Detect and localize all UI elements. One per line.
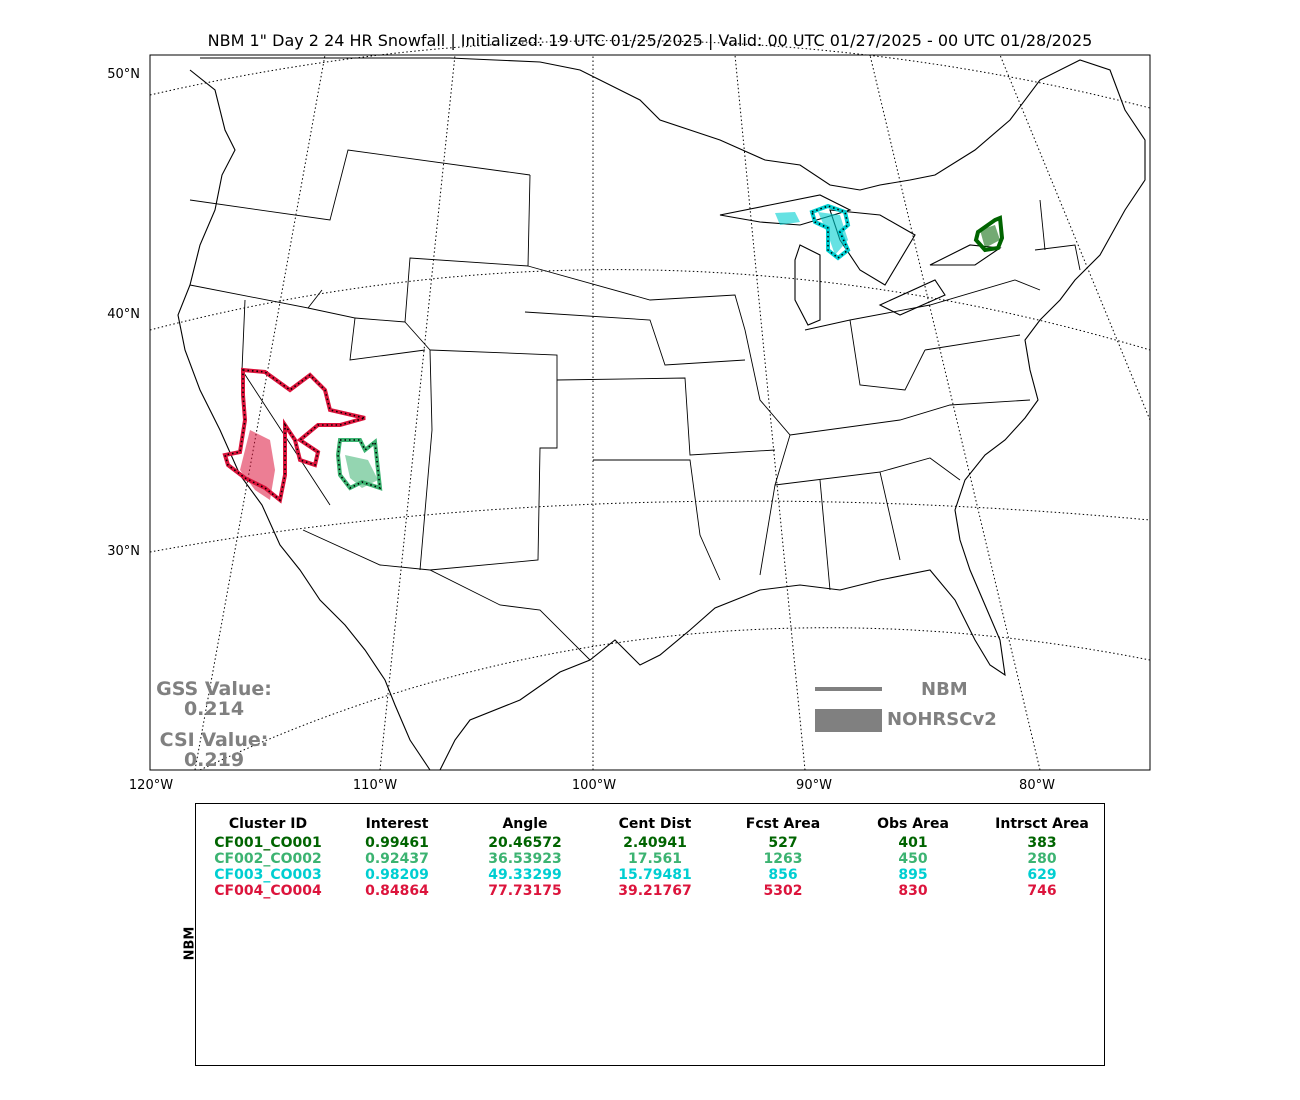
- cell-intrsct-area: 629: [1027, 867, 1057, 883]
- cell-intrsct-area: 746: [1027, 883, 1057, 899]
- cell-cluster-id: CF002_CO002: [214, 851, 322, 867]
- legend-observed-label: NOHRSCv2: [887, 709, 997, 730]
- header-obs-area: Obs Area: [877, 816, 949, 832]
- gss-label: GSS Value:: [156, 678, 272, 700]
- lon-label-100w: 100°W: [571, 778, 617, 793]
- cluster-cf001-observed: [980, 225, 1000, 248]
- legend-forecast-label: NBM: [921, 679, 968, 700]
- header-cent-dist: Cent Dist: [618, 816, 692, 832]
- cell-cent-dist: 15.79481: [618, 867, 692, 883]
- great-lakes: [719, 194, 1002, 326]
- cell-obs-area: 401: [898, 835, 928, 851]
- cell-cent-dist: 17.561: [627, 851, 683, 867]
- cell-angle: 77.73175: [488, 883, 562, 899]
- legend-observed-swatch: [815, 709, 882, 732]
- lon-label-80w: 80°W: [1019, 778, 1055, 793]
- map-frame: [149, 54, 1151, 771]
- header-fcst-area: Fcst Area: [745, 816, 821, 832]
- cell-obs-area: 830: [898, 883, 928, 899]
- state-borders: [189, 149, 1081, 661]
- basemap: [149, 40, 1151, 771]
- cell-cluster-id: CF004_CO004: [214, 883, 322, 899]
- cell-obs-area: 450: [898, 851, 928, 867]
- cell-cent-dist: 39.21767: [618, 883, 692, 899]
- lon-label-90w: 90°W: [796, 778, 832, 793]
- cell-fcst-area: 527: [768, 835, 798, 851]
- graticule: [149, 40, 1151, 771]
- cell-interest: 0.84864: [365, 883, 429, 899]
- lat-label-30n: 30°N: [107, 544, 140, 559]
- lat-label-40n: 40°N: [107, 307, 140, 322]
- cell-fcst-area: 1263: [763, 851, 803, 867]
- lon-label-110w: 110°W: [352, 778, 398, 793]
- cluster-cf002-observed: [345, 455, 378, 488]
- cell-angle: 20.46572: [488, 835, 562, 851]
- header-angle: Angle: [502, 816, 548, 832]
- cell-cluster-id: CF001_CO001: [214, 835, 322, 851]
- cell-fcst-area: 856: [768, 867, 798, 883]
- cell-angle: 49.33299: [488, 867, 562, 883]
- cell-intrsct-area: 280: [1027, 851, 1057, 867]
- cluster-objects: [222, 203, 1005, 504]
- lat-label-50n: 50°N: [107, 67, 140, 82]
- header-intrsct-area: Intrsct Area: [995, 816, 1089, 832]
- cell-interest: 0.99461: [365, 835, 429, 851]
- cluster-cf001-forecast: [973, 215, 1005, 253]
- csi-value: 0.219: [183, 749, 245, 771]
- header-cluster-id: Cluster ID: [228, 816, 308, 832]
- cell-fcst-area: 5302: [763, 883, 803, 899]
- stats-table: Cluster ID Interest Angle Cent Dist Fcst…: [195, 803, 1105, 1066]
- gss-value: 0.214: [183, 698, 245, 720]
- cell-intrsct-area: 383: [1027, 835, 1057, 851]
- us-outline: [177, 57, 1146, 771]
- cell-interest: 0.92437: [365, 851, 429, 867]
- header-interest: Interest: [365, 816, 429, 832]
- csi-label: CSI Value:: [159, 729, 269, 751]
- cluster-cf003-observed: [775, 212, 848, 255]
- cell-angle: 36.53923: [488, 851, 562, 867]
- cluster-cf004-observed: [240, 430, 275, 500]
- cell-cent-dist: 2.40941: [623, 835, 687, 851]
- cell-interest: 0.98209: [365, 867, 429, 883]
- cell-cluster-id: CF003_CO003: [214, 867, 322, 883]
- cell-obs-area: 895: [898, 867, 928, 883]
- lon-label-120w: 120°W: [128, 778, 174, 793]
